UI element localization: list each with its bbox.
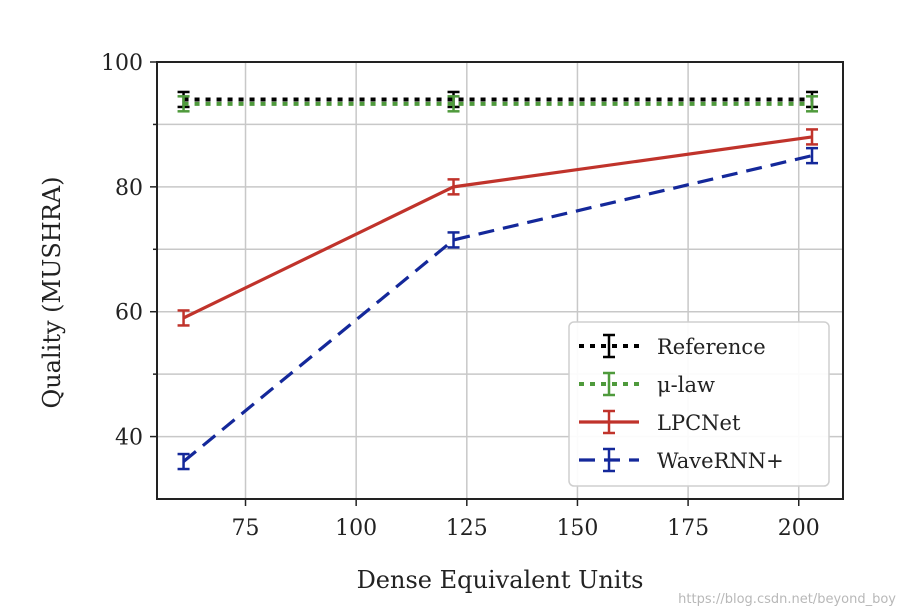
series-line — [182, 135, 813, 320]
legend-label: LPCNet — [657, 411, 741, 435]
series-layer — [177, 90, 819, 471]
legend-entry: LPCNet — [579, 409, 741, 435]
series-WaveRNN+ — [177, 146, 819, 471]
legend-entry: Reference — [579, 333, 766, 359]
legend-entry: WaveRNN+ — [579, 447, 784, 473]
y-tick-label: 40 — [115, 426, 143, 451]
x-tick-label: 175 — [667, 516, 709, 541]
x-tick-label: 100 — [335, 516, 377, 541]
legend-label: μ-law — [657, 373, 715, 397]
watermark: https://blog.csdn.net/beyond_boy — [678, 592, 896, 607]
y-axis-label: Quality (MUSHRA) — [38, 177, 66, 409]
x-tick-label: 200 — [778, 516, 820, 541]
plot-frame — [156, 61, 844, 500]
legend-label: WaveRNN+ — [657, 449, 784, 473]
y-tick-label: 60 — [115, 301, 143, 326]
x-tick-label: 75 — [232, 516, 260, 541]
grid-lines — [157, 62, 843, 499]
legend-box — [568, 321, 830, 487]
legend: Reference μ-law LPCNet WaveRNN+ — [568, 321, 830, 487]
x-tick-label: 125 — [446, 516, 488, 541]
x-axis-ticks: 75 100 125 150 175 200 — [232, 499, 820, 541]
x-tick-label: 150 — [556, 516, 598, 541]
y-tick-label: 100 — [101, 51, 143, 76]
series-LPCNet — [177, 128, 819, 327]
x-axis-label: Dense Equivalent Units — [357, 566, 644, 594]
y-tick-label: 80 — [115, 176, 143, 201]
legend-entry: μ-law — [579, 371, 715, 397]
y-axis-ticks: 40 60 80 100 — [101, 51, 157, 451]
legend-label: Reference — [657, 335, 766, 359]
series-μ-law — [177, 95, 819, 113]
